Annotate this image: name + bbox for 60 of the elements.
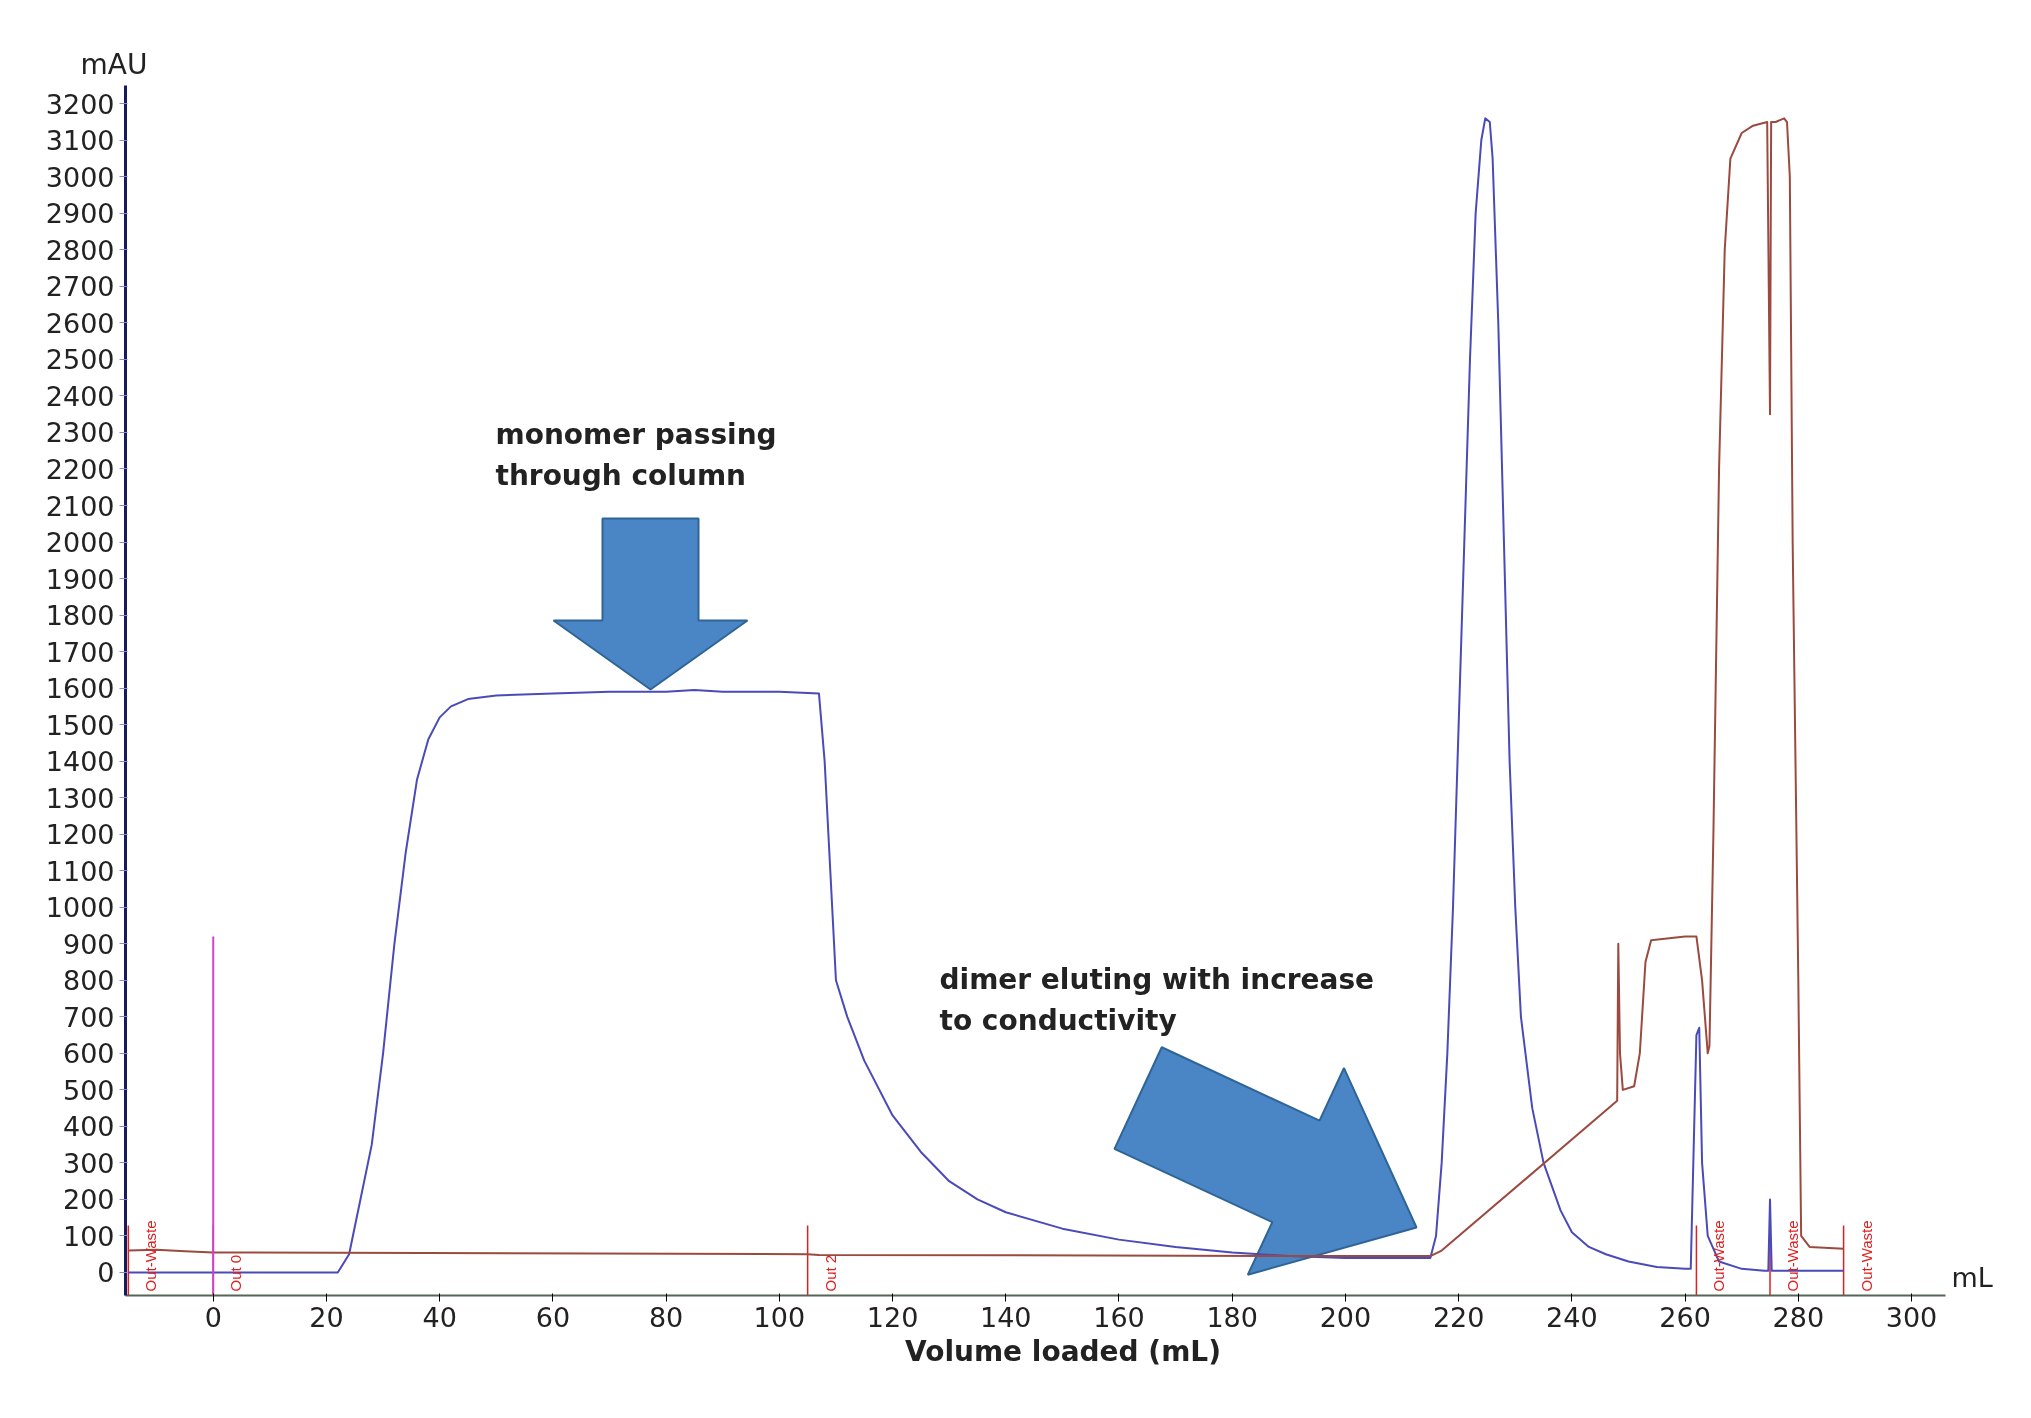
y-tick-label: 2200 (45, 453, 115, 485)
y-axis-title: mAU (80, 47, 148, 81)
annotation: monomer passing through column (495, 417, 777, 492)
y-tick-label: 1600 (45, 673, 115, 705)
ref-line-label: Out-Waste (1857, 1220, 1875, 1292)
y-tick-label: 300 (62, 1147, 115, 1179)
y-tick-label: 2600 (45, 307, 115, 339)
x-tick-label: 260 (1659, 1301, 1711, 1333)
y-tick-label: 1400 (45, 746, 115, 778)
x-tick-label: 140 (980, 1301, 1032, 1333)
y-tick-label: 1500 (45, 709, 115, 741)
x-tick-label: 240 (1546, 1301, 1598, 1333)
x-tick-label: 100 (753, 1301, 806, 1333)
x-tick-label: 300 (1885, 1301, 1938, 1333)
x-tick-label: 160 (1093, 1301, 1145, 1333)
y-tick-label: 800 (62, 965, 115, 997)
ref-line-label: Out 2 (821, 1254, 839, 1292)
y-tick-label: 0 (97, 1257, 115, 1289)
y-tick-label: 1300 (45, 782, 115, 814)
text: mL (1951, 1261, 1993, 1293)
y-tick-label: 100 (62, 1220, 115, 1252)
y-tick-label: 200 (62, 1184, 115, 1216)
x-tick-label: 0 (204, 1301, 222, 1333)
y-tick-label: 600 (62, 1038, 115, 1070)
y-tick-label: 2400 (45, 380, 115, 412)
y-tick-label: 1100 (45, 855, 115, 887)
y-tick-label: 700 (62, 1001, 115, 1033)
y-tick-label: 2000 (45, 527, 115, 559)
x-tick-label: 60 (535, 1301, 571, 1333)
y-tick-label: 2800 (45, 234, 115, 266)
y-tick-label: 3000 (45, 161, 115, 193)
y-tick-label: 2300 (45, 417, 115, 449)
y-tick-label: 2100 (45, 490, 115, 522)
ref-line-label: Out-Waste (142, 1220, 160, 1292)
y-tick-label: 1700 (45, 636, 115, 668)
y-tick-label: 1000 (45, 892, 115, 924)
x-tick-label: 20 (309, 1301, 344, 1333)
y-tick-label: 1200 (45, 819, 115, 851)
ref-line-label: Out 0 (227, 1254, 245, 1292)
x-tick-label: 40 (422, 1301, 457, 1333)
ref-line-label: Out-Waste (1784, 1220, 1802, 1292)
x-tick-label: 200 (1319, 1301, 1372, 1333)
annotation: dimer eluting with increase to conductivity (939, 962, 1375, 1037)
x-tick-label: 120 (866, 1301, 919, 1333)
x-tick-label: 220 (1432, 1301, 1485, 1333)
y-tick-label: 400 (62, 1111, 115, 1143)
y-tick-label: 2500 (45, 344, 115, 376)
y-tick-label: 2900 (45, 198, 115, 230)
x-tick-label: 280 (1772, 1301, 1825, 1333)
y-tick-label: 2700 (45, 271, 115, 303)
y-tick-label: 500 (62, 1074, 115, 1106)
ref-line-label: Out-Waste (1710, 1220, 1728, 1292)
y-tick-label: 900 (62, 928, 115, 960)
y-tick-label: 3100 (45, 125, 115, 157)
y-tick-label: 1800 (45, 600, 115, 632)
y-tick-label: 3200 (45, 88, 115, 120)
x-axis-title: Volume loaded (mL) (905, 1334, 1221, 1368)
x-tick-label: 80 (648, 1301, 684, 1333)
x-tick-label: 180 (1206, 1301, 1258, 1333)
y-tick-label: 1900 (45, 563, 115, 595)
